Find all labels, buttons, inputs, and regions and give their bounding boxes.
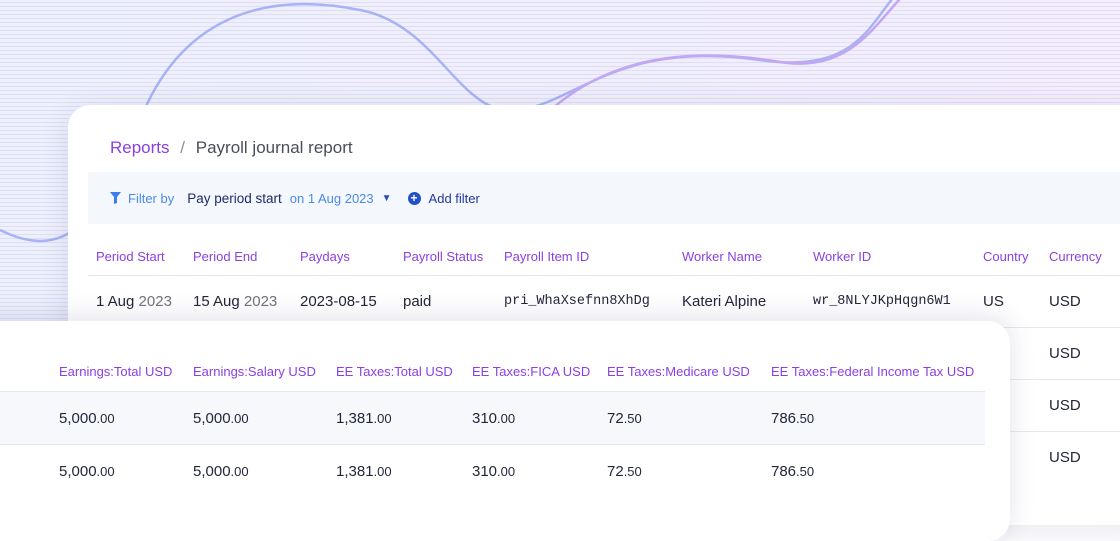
earnings-salary-cell: 5,000.00 [193,463,249,480]
table-header: Period Start Period End Paydays Payroll … [68,245,1120,277]
col-currency[interactable]: Currency [1049,249,1102,264]
filter-by-label: Filter by [128,190,175,206]
col-payroll-item-id[interactable]: Payroll Item ID [504,249,590,264]
table-row[interactable]: 5,000.00 5,000.00 1,381.00 310.00 72.50 … [0,445,985,497]
earnings-total-cell: 5,000.00 [59,410,115,427]
breadcrumb-current: Payroll journal report [195,138,353,157]
caret-down-icon[interactable]: ▼ [381,192,392,204]
filter-field-button[interactable]: Pay period start [187,190,282,206]
ee-taxes-medicare-cell: 72.50 [607,463,642,480]
earnings-salary-cell: 5,000.00 [193,410,249,427]
ee-taxes-fica-cell: 310.00 [472,463,516,480]
worker-id-cell: wr_8NLYJKpHqgn6W1 [813,294,951,309]
col-worker-name[interactable]: Worker Name [682,249,762,264]
payday-cell: 2023-08-15 [300,293,377,310]
currency-cell: USD [1049,449,1081,466]
table-row[interactable]: USD [68,327,1120,379]
col-period-end[interactable]: Period End [193,249,258,264]
worker-name-cell: Kateri Alpine [682,293,767,310]
col-payroll-status[interactable]: Payroll Status [403,249,484,264]
table-row[interactable]: USD [68,431,1120,483]
breadcrumb: Reports / Payroll journal report [110,138,353,158]
earnings-total-cell: 5,000.00 [59,463,115,480]
filter-bar: Filter by Pay period start on 1 Aug 2023… [88,172,1120,224]
currency-cell: USD [1049,397,1081,414]
col-paydays[interactable]: Paydays [300,249,350,264]
col-ee-taxes-total[interactable]: EE Taxes:Total USD [336,364,453,379]
col-earnings-total[interactable]: Earnings:Total USD [59,364,173,379]
ee-taxes-medicare-cell: 72.50 [607,410,642,427]
col-country[interactable]: Country [983,249,1029,264]
breadcrumb-reports-link[interactable]: Reports [110,138,170,157]
col-ee-taxes-federal[interactable]: EE Taxes:Federal Income Tax USD [771,364,975,379]
divider [88,275,1120,276]
filter-value-dropdown[interactable]: on 1 Aug 2023 [289,190,374,206]
table-row[interactable]: 5,000.00 5,000.00 1,381.00 310.00 72.50 … [0,392,985,444]
country-cell: US [983,293,1004,310]
col-period-start[interactable]: Period Start [96,249,165,264]
table-row[interactable]: 1 Aug 2023 15 Aug 2023 2023-08-15 paid p… [68,275,1120,327]
ee-taxes-federal-cell: 786.50 [771,410,815,427]
col-ee-taxes-medicare[interactable]: EE Taxes:Medicare USD [607,364,750,379]
payroll-item-id-cell: pri_WhaXsefnn8XhDg [504,294,650,309]
currency-cell: USD [1049,293,1081,310]
col-worker-id[interactable]: Worker ID [813,249,872,264]
ee-taxes-total-cell: 1,381.00 [336,463,392,480]
divider [0,391,985,392]
col-ee-taxes-fica[interactable]: EE Taxes:FICA USD [472,364,591,379]
period-end-cell: 15 Aug 2023 [193,293,278,310]
currency-cell: USD [1049,345,1081,362]
ee-taxes-fica-cell: 310.00 [472,410,516,427]
funnel-icon [110,192,121,204]
period-start-cell: 1 Aug 2023 [96,293,172,310]
ee-taxes-total-cell: 1,381.00 [336,410,392,427]
col-earnings-salary[interactable]: Earnings:Salary USD [193,364,316,379]
status-cell: paid [403,293,432,310]
earnings-card: Earnings:Total USD Earnings:Salary USD E… [0,321,1010,541]
breadcrumb-separator: / [180,138,185,157]
table-row[interactable]: USD [68,379,1120,431]
ee-taxes-federal-cell: 786.50 [771,463,815,480]
plus-circle-icon[interactable]: + [407,191,421,205]
divider [0,444,985,445]
add-filter-button[interactable]: Add filter [428,190,480,206]
